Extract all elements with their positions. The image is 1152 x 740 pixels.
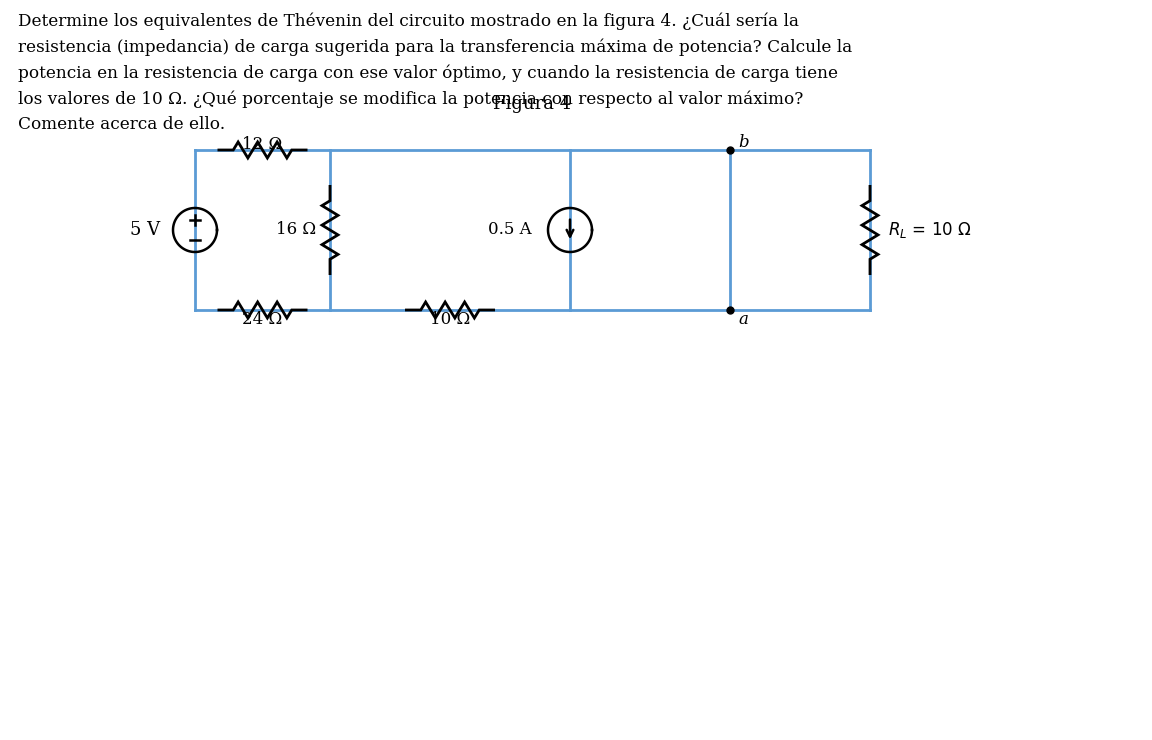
Text: 5 V: 5 V — [130, 221, 160, 239]
Text: los valores de 10 Ω. ¿Qué porcentaje se modifica la potencia con respecto al val: los valores de 10 Ω. ¿Qué porcentaje se … — [18, 90, 803, 107]
Text: 10 Ω: 10 Ω — [430, 311, 470, 328]
Text: 0.5 A: 0.5 A — [488, 221, 532, 238]
Text: a: a — [738, 311, 748, 328]
Text: Determine los equivalentes de Thévenin del circuito mostrado en la figura 4. ¿Cu: Determine los equivalentes de Thévenin d… — [18, 12, 799, 30]
Text: potencia en la resistencia de carga con ese valor óptimo, y cuando la resistenci: potencia en la resistencia de carga con … — [18, 64, 838, 81]
Text: b: b — [738, 134, 749, 151]
Text: Comente acerca de ello.: Comente acerca de ello. — [18, 116, 226, 133]
Text: 12 Ω: 12 Ω — [242, 136, 282, 153]
Text: $R_L$ = 10 Ω: $R_L$ = 10 Ω — [888, 220, 971, 240]
Text: 16 Ω: 16 Ω — [275, 221, 316, 238]
Text: resistencia (impedancia) de carga sugerida para la transferencia máxima de poten: resistencia (impedancia) de carga sugeri… — [18, 38, 852, 56]
Text: 24 Ω: 24 Ω — [242, 311, 282, 328]
Text: Figura 4: Figura 4 — [493, 95, 571, 113]
